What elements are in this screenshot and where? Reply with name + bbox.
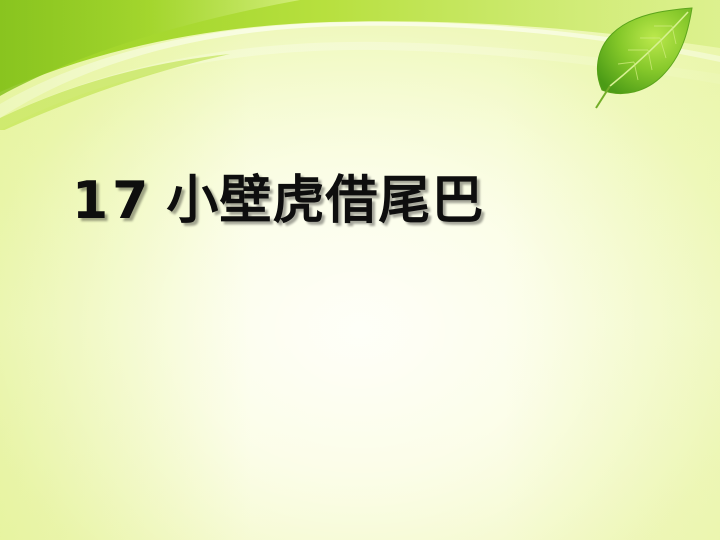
slide-title: 17 小壁虎借尾巴: [72, 166, 484, 236]
lesson-title: 小壁虎借尾巴: [166, 171, 485, 231]
green-swoosh-banner-icon: [0, 0, 720, 130]
lesson-number: 17: [72, 171, 153, 231]
green-leaf-icon: [595, 7, 693, 109]
